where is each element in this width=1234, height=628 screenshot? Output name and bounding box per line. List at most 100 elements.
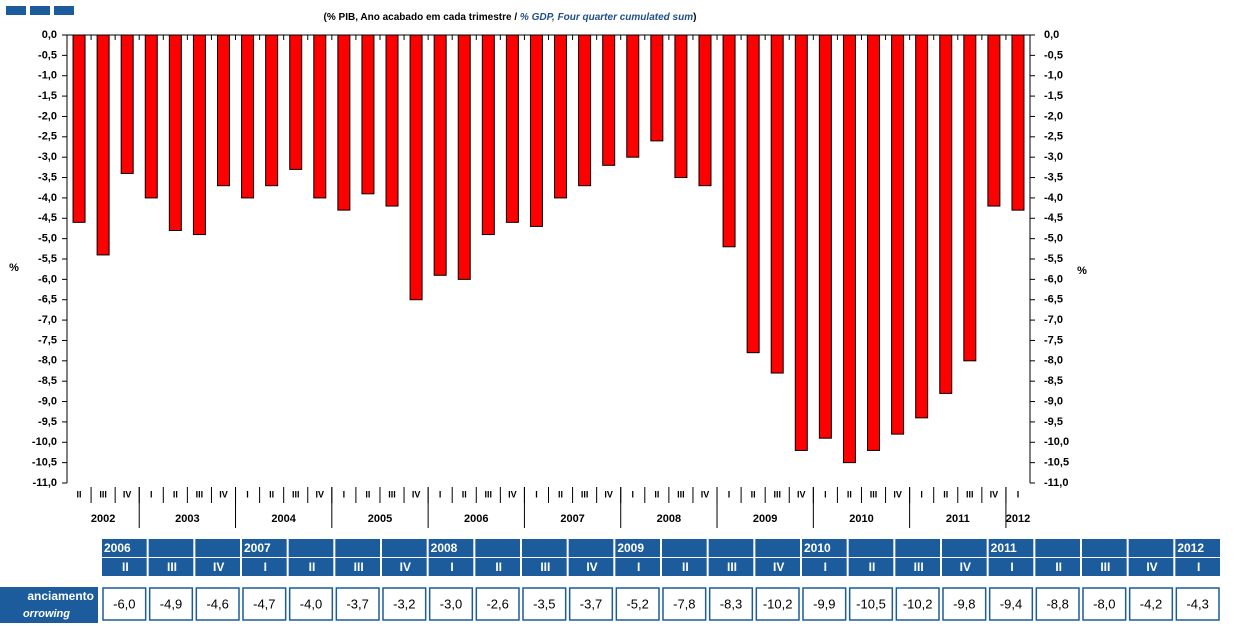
x-tick-label: IV — [797, 489, 806, 499]
x-tick-label: II — [558, 489, 563, 499]
x-tick-label: III — [677, 489, 685, 499]
table-header-cell — [1035, 558, 1080, 576]
x-tick-label: IV — [316, 489, 325, 499]
table-header-cell — [1082, 558, 1127, 576]
legend-box — [6, 6, 26, 15]
x-tick-label: II — [751, 489, 756, 499]
y2-tick-label: -5,5 — [1044, 253, 1063, 265]
bar — [554, 34, 568, 199]
table-value: -8,3 — [720, 596, 742, 611]
bar — [72, 34, 86, 223]
table-quarter: IV — [586, 560, 597, 574]
y2-tick-label: -1,5 — [1044, 90, 1063, 102]
table-header-cell — [522, 539, 567, 557]
x-tick-label: IV — [701, 489, 710, 499]
y-tick-label: -6,5 — [38, 294, 57, 306]
y2-tick-label: -9,5 — [1044, 416, 1063, 428]
table-header-cell — [615, 539, 660, 557]
bar — [626, 34, 640, 158]
y-tick-label: -9,0 — [38, 395, 57, 407]
y-tick-label: -2,5 — [38, 131, 57, 143]
y2-tick-label: -7,0 — [1044, 314, 1063, 326]
bar — [915, 34, 929, 419]
x-tick-label: II — [365, 489, 370, 499]
bar — [770, 34, 784, 374]
table-quarter: II — [495, 560, 502, 574]
bar — [361, 34, 375, 195]
table-quarter: III — [540, 560, 550, 574]
y2-axis-label: % — [1077, 265, 1087, 277]
y-tick-label: -0,5 — [38, 49, 57, 61]
table-header-cell — [662, 558, 707, 576]
bar — [722, 34, 736, 248]
table-quarter: I — [450, 560, 453, 574]
table-cell — [802, 587, 847, 621]
bar — [313, 34, 327, 199]
table-value: -4,6 — [206, 596, 228, 611]
table-header-cell — [382, 558, 427, 576]
bar — [337, 34, 351, 211]
table-value: -5,2 — [626, 596, 648, 611]
table-header-cell — [148, 558, 194, 576]
x-tick-label: III — [773, 489, 781, 499]
x-tick-label: II — [654, 489, 659, 499]
table-header-cell — [242, 558, 287, 576]
bar — [265, 34, 279, 187]
y2-tick-label: -8,0 — [1044, 355, 1063, 367]
table-value: -10,2 — [903, 596, 933, 611]
table-quarter: I — [1197, 560, 1200, 574]
year-label: 2004 — [271, 513, 296, 525]
bar — [963, 34, 977, 362]
table-value: -6,0 — [113, 596, 135, 611]
x-tick-label: I — [246, 489, 249, 499]
table-quarter: I — [637, 560, 640, 574]
table-cell — [475, 587, 520, 621]
x-tick-label: I — [535, 489, 538, 499]
table-quarter: IV — [400, 560, 411, 574]
bar — [241, 34, 255, 199]
y2-tick-label: -5,0 — [1044, 233, 1063, 245]
y-tick-label: -11,0 — [33, 477, 57, 489]
bar — [578, 34, 592, 187]
table-value: -3,7 — [580, 596, 602, 611]
bar — [698, 34, 712, 187]
x-tick-label: I — [920, 489, 923, 499]
year-label: 2006 — [464, 513, 488, 525]
x-tick-label: I — [439, 489, 442, 499]
table-header-cell — [662, 539, 707, 557]
table-quarter: IV — [960, 560, 971, 574]
table-value: -3,7 — [346, 596, 368, 611]
table-value: -9,8 — [953, 596, 975, 611]
table-header-cell — [195, 539, 240, 557]
bar — [987, 34, 1001, 207]
y2-tick-label: -1,0 — [1044, 70, 1063, 82]
table-year: 2006 — [104, 541, 131, 555]
table-value: -3,0 — [440, 596, 462, 611]
bar — [650, 34, 664, 142]
table-cell — [102, 587, 147, 621]
table-cell — [148, 587, 194, 621]
table-cell — [288, 587, 334, 621]
bar — [409, 34, 423, 301]
bar — [457, 34, 471, 280]
bar — [96, 34, 110, 256]
y-tick-label: -7,0 — [38, 314, 57, 326]
x-tick-label: IV — [508, 489, 517, 499]
bar — [891, 34, 905, 435]
table-quarter: III — [1100, 560, 1110, 574]
table-quarter: III — [354, 560, 364, 574]
table-row-label-bg — [0, 587, 98, 623]
bar — [481, 34, 495, 236]
table-header-cell — [522, 558, 567, 576]
table-header-cell — [382, 539, 427, 557]
table-cell — [708, 587, 754, 621]
table-quarter: IV — [1146, 560, 1157, 574]
x-tick-label: II — [943, 489, 948, 499]
table-cell — [1128, 587, 1174, 621]
year-label: 2002 — [91, 513, 115, 525]
y2-tick-label: -3,5 — [1044, 171, 1063, 183]
year-label: 2009 — [753, 513, 777, 525]
table-value: -8,8 — [1046, 596, 1068, 611]
y2-tick-label: -6,0 — [1044, 273, 1063, 285]
